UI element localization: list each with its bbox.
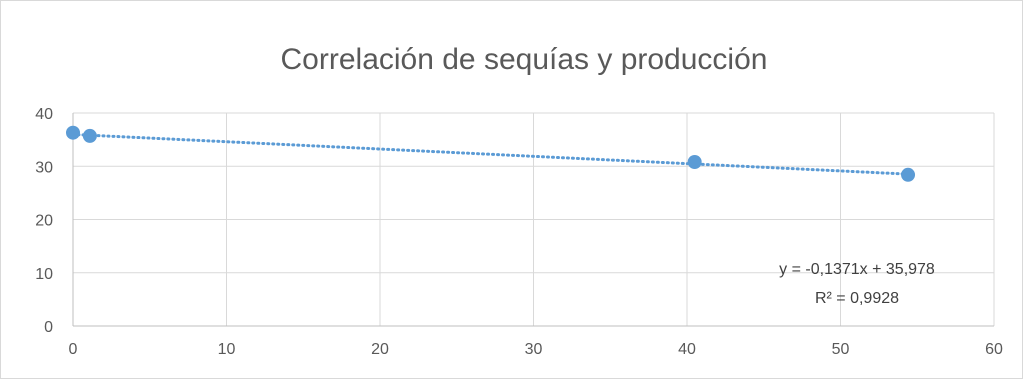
data-point-2 — [82, 128, 97, 143]
y-tick-label-30: 30 — [35, 159, 53, 176]
x-tick-label-0: 0 — [69, 341, 78, 358]
trendline-group — [71, 132, 910, 176]
data-point-3 — [687, 154, 702, 169]
axes — [72, 113, 994, 327]
trendline — [71, 132, 910, 176]
trendline-equation: y = -0,1371x + 35,978 — [779, 261, 935, 278]
y-tick-label-10: 10 — [35, 266, 53, 283]
y-tick-label-20: 20 — [35, 213, 53, 230]
y-tick-label-0: 0 — [44, 319, 53, 336]
x-tick-label-10: 10 — [218, 341, 236, 358]
data-point-4 — [901, 167, 916, 182]
x-tick-label-30: 30 — [525, 341, 543, 358]
tick-labels: 0 10 20 30 40 50 60 0 10 20 30 40 — [35, 106, 1003, 358]
x-tick-label-20: 20 — [371, 341, 389, 358]
trendline-r-squared: R² = 0,9928 — [815, 290, 899, 307]
x-tick-label-50: 50 — [832, 341, 850, 358]
y-tick-label-40: 40 — [35, 106, 53, 123]
x-tick-label-60: 60 — [985, 341, 1003, 358]
chart-title: Correlación de sequías y producción — [281, 43, 768, 76]
x-tick-label-40: 40 — [678, 341, 696, 358]
data-point-1 — [66, 125, 80, 140]
data-points — [66, 125, 916, 182]
